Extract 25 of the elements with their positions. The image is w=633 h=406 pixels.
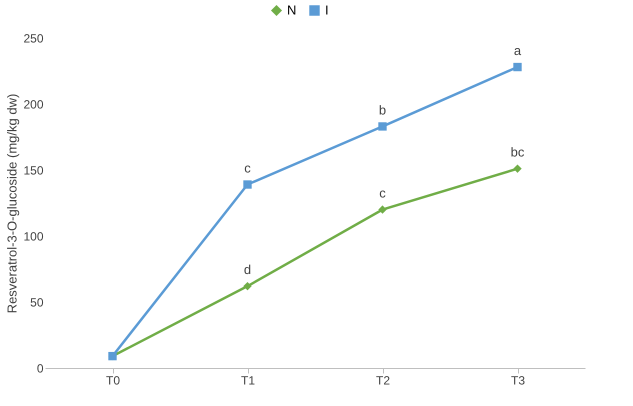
point bbox=[243, 180, 252, 189]
annotation: b bbox=[378, 102, 386, 118]
y-tick-label: 150 bbox=[23, 164, 44, 178]
point bbox=[243, 282, 252, 290]
legend-label: N bbox=[287, 2, 296, 18]
point bbox=[378, 205, 387, 214]
annotation: c bbox=[379, 186, 386, 201]
point bbox=[513, 62, 522, 72]
x-tick-label: T3 bbox=[510, 374, 526, 388]
y-tick-label: 100 bbox=[23, 230, 44, 244]
annotation: d bbox=[244, 262, 252, 278]
annotation: bc bbox=[510, 144, 525, 160]
y-tick-label: 0 bbox=[36, 362, 44, 376]
annotation: c bbox=[244, 160, 252, 176]
annotation: a bbox=[514, 43, 522, 58]
point bbox=[378, 122, 387, 131]
x-tick-label: T0 bbox=[106, 374, 120, 388]
point bbox=[513, 164, 522, 173]
x-tick-label: T1 bbox=[240, 374, 256, 388]
y-tick-label: 50 bbox=[30, 296, 44, 310]
y-tick-label: 200 bbox=[23, 98, 44, 112]
y-tick-label: 250 bbox=[23, 32, 44, 46]
x-tick-label: T2 bbox=[376, 374, 390, 388]
legend-label: I bbox=[325, 2, 329, 18]
y-axis-title: Resveratrol-3-O-glucoside (mg/kg dw) bbox=[4, 94, 20, 314]
